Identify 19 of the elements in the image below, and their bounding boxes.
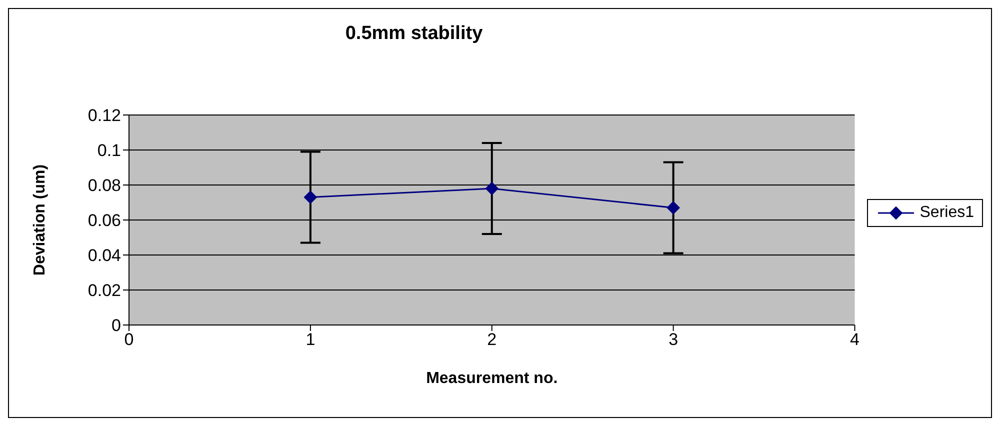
point bbox=[304, 190, 317, 204]
y-axis-title: Deviation (um) bbox=[32, 164, 49, 276]
legend-label: Series1 bbox=[920, 204, 974, 222]
x-tick-label: 0 bbox=[124, 330, 134, 350]
x-tick-label: 4 bbox=[850, 330, 860, 350]
x-tick-label: 1 bbox=[306, 330, 316, 350]
y-tick-label: 0.04 bbox=[88, 246, 121, 266]
y-tick-label: 0.06 bbox=[88, 211, 121, 230]
y-tick-label: 0 bbox=[112, 316, 121, 336]
chart-title: 0.5mm stability bbox=[344, 23, 484, 45]
x-tick-label: 3 bbox=[668, 330, 678, 350]
point bbox=[666, 201, 680, 214]
y-tick-label: 0.08 bbox=[88, 176, 121, 196]
point bbox=[485, 182, 498, 195]
y-tick-label: 0.02 bbox=[88, 281, 121, 300]
y-tick-label: 0.1 bbox=[97, 141, 121, 160]
x-tick-label: 2 bbox=[487, 330, 497, 350]
y-tick-label: 0.12 bbox=[88, 106, 121, 126]
x-axis-title: Measurement no. bbox=[426, 370, 558, 387]
